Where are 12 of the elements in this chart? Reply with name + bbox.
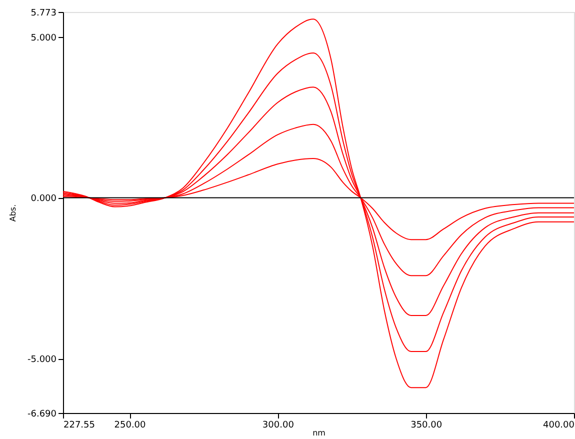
y-tick-label: 0.000: [30, 194, 57, 204]
x-tick-label: 227.55: [64, 420, 95, 430]
x-tick-label: 400.00: [543, 420, 575, 430]
y-tick-label: 5.000: [30, 33, 57, 44]
x-tick-label: 250.00: [114, 420, 146, 430]
y-axis-title: Abs.: [8, 204, 18, 222]
x-tick-label: 300.00: [262, 420, 294, 430]
y-tick-label: -5.000: [27, 355, 57, 366]
y-tick-label: 5.773: [30, 8, 56, 18]
x-tick-label: 350.00: [410, 420, 442, 430]
y-tick-label: -6.690: [27, 410, 57, 420]
x-axis-title: nm: [312, 428, 326, 438]
